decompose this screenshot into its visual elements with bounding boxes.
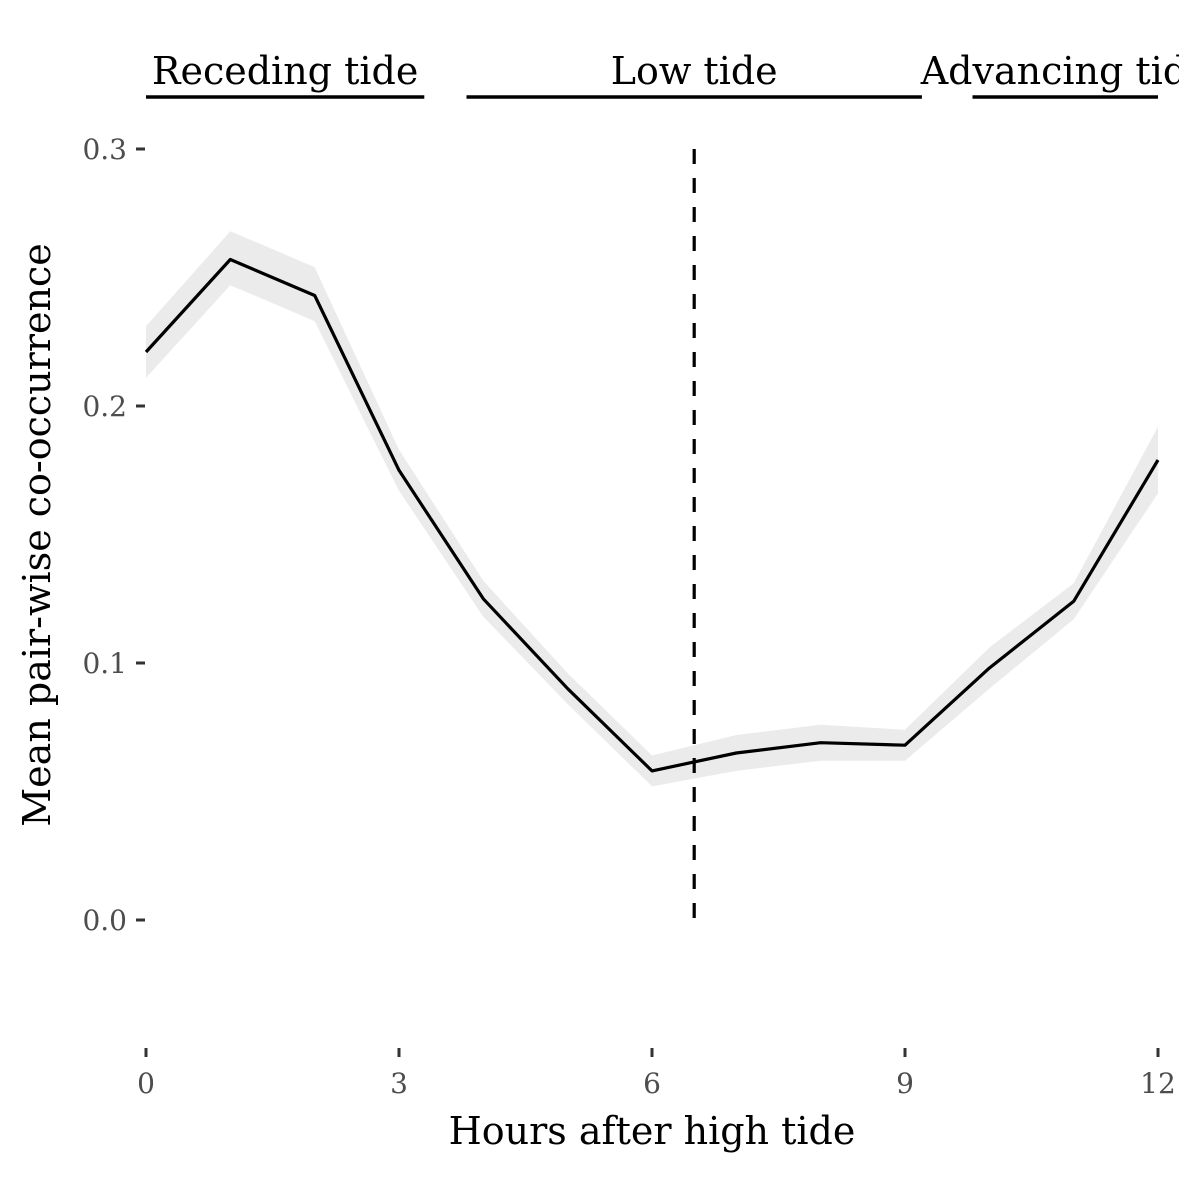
tide-phase-annotation: Low tide (466, 49, 922, 99)
y-tick-label: 0.3 (82, 133, 127, 166)
y-axis-title: Mean pair-wise co-occurrence (15, 243, 59, 826)
tide-phase-label: Receding tide (152, 49, 418, 93)
series-line-layer (144, 257, 1160, 773)
tide-phase-annotation: Receding tide (146, 49, 425, 99)
y-tick-label: 0.0 (82, 904, 127, 937)
confidence-band-layer (146, 231, 1158, 787)
x-tick-label: 0 (137, 1067, 155, 1100)
x-axis: 0 3 6 9 12 (137, 1048, 1176, 1100)
confidence-band (146, 231, 1158, 787)
x-tick-label: 3 (390, 1067, 408, 1100)
tide-phase-annotation: Advancing tide (920, 49, 1179, 99)
x-tick-label: 6 (643, 1067, 661, 1100)
plot-panel (144, 149, 1160, 920)
x-tick-label: 12 (1140, 1067, 1176, 1100)
tide-phase-annotations: Receding tide Low tide Advancing tide (146, 49, 1179, 99)
series-line (144, 257, 1160, 773)
x-axis-title: Hours after high tide (449, 1109, 856, 1153)
tide-phase-label: Low tide (611, 49, 778, 93)
tide-phase-label: Advancing tide (920, 49, 1179, 93)
x-tick-label: 9 (896, 1067, 914, 1100)
y-axis: 0.0 0.1 0.2 0.3 (82, 133, 145, 937)
y-tick-label: 0.1 (82, 647, 127, 680)
y-tick-label: 0.2 (82, 390, 127, 423)
